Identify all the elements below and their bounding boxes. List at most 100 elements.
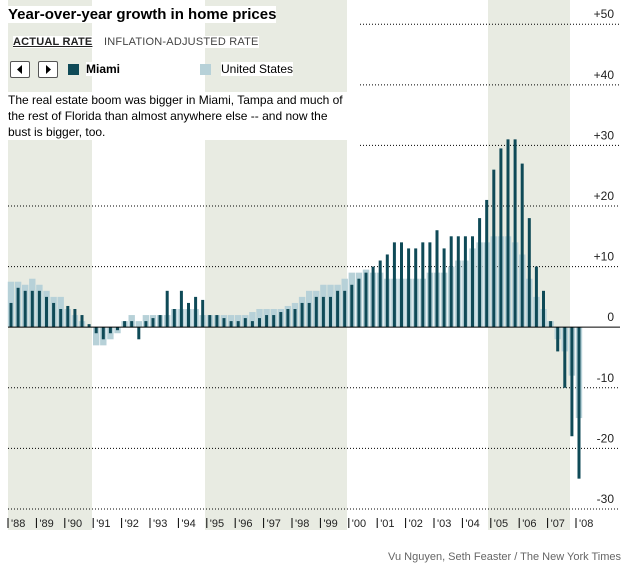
x-tick-label: '89 xyxy=(39,518,53,530)
bar xyxy=(392,242,396,328)
bar xyxy=(229,321,233,328)
y-tick-label: +40 xyxy=(594,68,615,82)
x-tick-label: '05 xyxy=(494,518,508,530)
bar xyxy=(94,327,98,334)
bar xyxy=(80,315,84,328)
bar xyxy=(187,302,190,328)
bar xyxy=(73,309,77,328)
source: Vu Nguyen, Seth Feaster / The New York T… xyxy=(388,551,621,563)
legend-swatch xyxy=(68,64,79,75)
bar xyxy=(151,318,155,328)
bar xyxy=(108,327,112,334)
x-tick-label: '00 xyxy=(352,518,366,530)
x-tick-label: '95 xyxy=(210,518,224,530)
y-tick-label: +20 xyxy=(594,189,615,203)
bar xyxy=(243,318,247,328)
bar xyxy=(563,327,567,388)
shaded-band xyxy=(8,0,92,530)
bar xyxy=(492,169,496,328)
x-tick-label: '91 xyxy=(96,518,110,530)
next-button[interactable] xyxy=(38,61,58,78)
y-tick-label: +30 xyxy=(594,128,615,142)
bar xyxy=(116,327,119,331)
bar xyxy=(463,236,467,328)
bar xyxy=(158,315,162,328)
bar xyxy=(300,302,304,328)
x-tick-label: '02 xyxy=(409,518,423,530)
bar xyxy=(30,290,34,328)
prev-icon xyxy=(17,65,22,74)
legend-label: United States xyxy=(221,62,294,76)
x-tick-label: '88 xyxy=(11,518,25,530)
bar xyxy=(93,327,100,346)
bar xyxy=(37,290,41,328)
bar xyxy=(45,296,48,328)
x-tick-label: '07 xyxy=(551,518,565,530)
bar xyxy=(130,321,134,328)
y-tick-label: -30 xyxy=(597,492,615,506)
bar xyxy=(350,284,354,328)
bar xyxy=(456,236,460,328)
bar xyxy=(194,296,198,328)
bar xyxy=(123,321,127,328)
bar xyxy=(435,230,439,328)
bar xyxy=(343,290,347,328)
bar xyxy=(485,199,489,328)
y-tick-label: -10 xyxy=(597,371,615,385)
bar xyxy=(407,248,411,328)
bar xyxy=(378,260,382,328)
bar xyxy=(87,324,91,328)
y-tick-label: -20 xyxy=(597,431,615,445)
x-tick-label: '99 xyxy=(323,518,337,530)
bar xyxy=(250,321,254,328)
bar xyxy=(570,327,574,437)
bar xyxy=(137,327,141,340)
tab[interactable]: ACTUAL RATE xyxy=(13,36,93,48)
bar xyxy=(428,242,432,328)
x-tick-label: '98 xyxy=(295,518,309,530)
bar xyxy=(249,312,256,328)
bar xyxy=(549,321,553,328)
bar xyxy=(52,302,56,328)
x-tick-label: '08 xyxy=(579,518,593,530)
bar xyxy=(279,312,283,328)
legend-label: Miami xyxy=(86,62,121,76)
x-tick-label: '04 xyxy=(465,518,479,530)
bar xyxy=(577,327,581,479)
bar xyxy=(16,287,20,328)
bar xyxy=(527,218,531,328)
x-tick-label: '96 xyxy=(238,518,252,530)
bar xyxy=(385,254,389,328)
bar xyxy=(520,163,524,328)
bar xyxy=(421,242,425,328)
bar xyxy=(286,309,290,328)
tab[interactable]: INFLATION-ADJUSTED RATE xyxy=(104,36,259,48)
bar xyxy=(258,318,261,328)
bar xyxy=(357,278,361,328)
bar xyxy=(513,139,517,328)
bar xyxy=(314,296,318,328)
bar xyxy=(556,327,560,352)
bar xyxy=(329,296,332,328)
bar xyxy=(135,321,142,328)
bar xyxy=(400,242,403,328)
x-tick-label: '03 xyxy=(437,518,451,530)
x-tick-label: '06 xyxy=(522,518,536,530)
bar xyxy=(144,321,148,328)
bar xyxy=(101,327,105,340)
bar xyxy=(506,139,510,328)
prev-button[interactable] xyxy=(10,61,30,78)
bar xyxy=(272,315,276,328)
bar xyxy=(201,299,205,328)
x-tick-label: '90 xyxy=(68,518,82,530)
bar xyxy=(414,248,418,328)
annotation: The real estate boom was bigger in Miami… xyxy=(8,92,353,140)
x-tick-label: '93 xyxy=(153,518,167,530)
y-tick-label: +10 xyxy=(594,250,615,264)
chart-title: Year-over-year growth in home prices xyxy=(8,6,277,23)
x-tick-label: '94 xyxy=(181,518,195,530)
bar xyxy=(9,302,13,328)
